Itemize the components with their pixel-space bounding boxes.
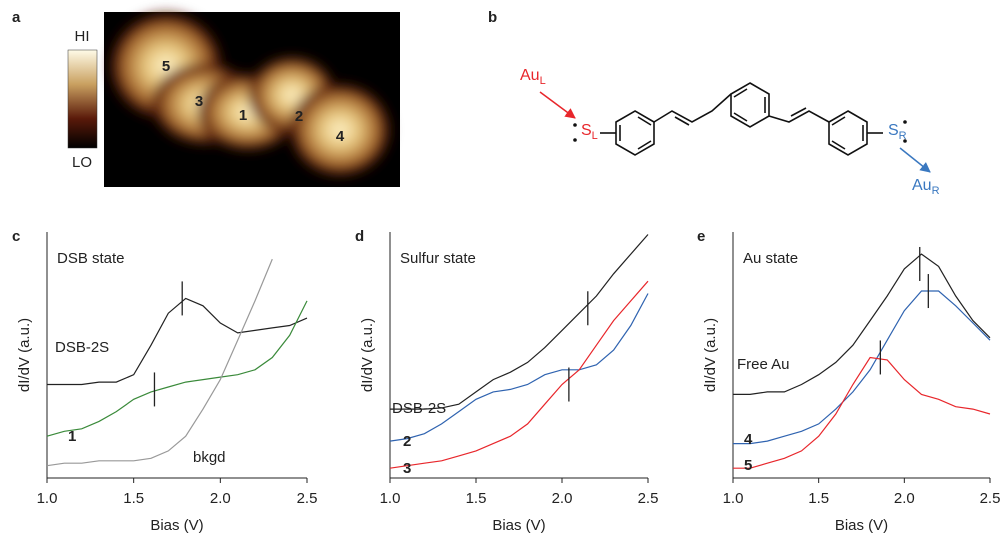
series-label: 3 — [403, 460, 411, 477]
y-axis-label: dI/dV (a.u.) — [702, 318, 719, 392]
x-axis-label: Bias (V) — [492, 517, 545, 534]
atom-label: SR — [888, 122, 907, 142]
x-axis-label: Bias (V) — [150, 517, 203, 534]
atom-subscript: L — [592, 130, 598, 142]
panel-letter: d — [355, 228, 364, 245]
colorbar-low: LO — [72, 154, 92, 171]
site-label: 3 — [195, 93, 203, 110]
panel-letter: c — [12, 228, 20, 245]
x-axis-label: Bias (V) — [835, 517, 888, 534]
panel-letter: e — [697, 228, 705, 245]
chart: d 1.0 1.5 2.0 2.5 Bias (V) dI/dV (a.u.) Sulfur … — [355, 228, 658, 534]
atom-subscript: R — [899, 130, 907, 142]
atom-symbol: S — [888, 122, 899, 139]
x-tick-label: 1.5 — [123, 490, 144, 507]
colorbar-high: HI — [75, 28, 90, 45]
site-label: 4 — [336, 128, 345, 145]
atom-label: AuR — [912, 177, 940, 197]
site-label: 5 — [162, 58, 170, 75]
data-line — [46, 258, 273, 467]
y-axis-label: dI/dV (a.u.) — [359, 318, 376, 392]
x-tick-label: 1.0 — [723, 490, 744, 507]
site-label: 1 — [239, 107, 247, 124]
chart-title: Sulfur state — [400, 250, 476, 267]
arrow — [539, 91, 576, 119]
atom-symbol: Au — [912, 177, 932, 194]
x-tick-label: 2.5 — [297, 490, 318, 507]
panel-letter: b — [488, 9, 497, 26]
atom-label: SL — [581, 122, 598, 142]
atom-symbol: Au — [520, 67, 540, 84]
data-line — [46, 300, 308, 437]
arrow — [899, 147, 931, 173]
series-label: 5 — [744, 457, 752, 474]
y-axis-label: dI/dV (a.u.) — [16, 318, 33, 392]
x-tick-label: 2.5 — [980, 490, 1000, 507]
data-line — [390, 234, 649, 410]
x-tick-label: 1.0 — [380, 490, 401, 507]
data-line — [733, 356, 991, 469]
panel-letter: a — [12, 9, 21, 26]
series-label: 4 — [744, 431, 753, 448]
x-tick-label: 1.0 — [37, 490, 58, 507]
x-tick-label: 2.0 — [210, 490, 231, 507]
data-line — [389, 280, 649, 469]
data-line — [733, 290, 991, 445]
atom-symbol: S — [581, 122, 592, 139]
series-label: bkgd — [193, 449, 226, 466]
chart-title: Au state — [743, 250, 798, 267]
series-label: DSB-2S — [392, 400, 446, 417]
x-tick-label: 1.5 — [466, 490, 487, 507]
atom-label: AuL — [520, 67, 546, 87]
x-tick-label: 2.5 — [638, 490, 659, 507]
series-label: 1 — [68, 428, 76, 445]
x-tick-label: 2.0 — [552, 490, 573, 507]
series-label: DSB-2S — [55, 339, 109, 356]
chart-title: DSB state — [57, 250, 125, 267]
series-label: Free Au — [737, 356, 790, 373]
site-label: 2 — [295, 108, 303, 125]
series-label: 2 — [403, 433, 411, 450]
data-line — [389, 293, 649, 442]
colorbar — [67, 49, 98, 149]
chart: e 1.0 1.5 2.0 2.5 Bias (V) dI/dV (a.u.) Au stat… — [697, 228, 1000, 534]
stm-topography — [108, 11, 392, 178]
atom-subscript: L — [540, 75, 546, 87]
atom-subscript: R — [932, 185, 940, 197]
chart: c 1.0 1.5 2.0 2.5 Bias (V) dI/dV (a.u.) DSB sta… — [12, 228, 317, 534]
data-line — [733, 253, 991, 395]
x-tick-label: 2.0 — [894, 490, 915, 507]
molecule-structure — [600, 82, 883, 156]
x-tick-label: 1.5 — [808, 490, 829, 507]
data-line — [47, 297, 308, 386]
lone-pairs — [573, 120, 907, 143]
